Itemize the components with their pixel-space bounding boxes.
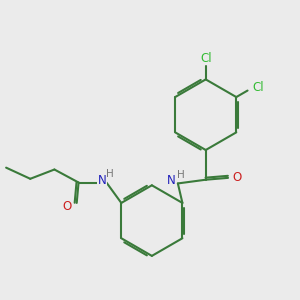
Text: O: O [233, 171, 242, 184]
Text: H: H [177, 170, 185, 180]
Text: H: H [106, 169, 114, 179]
Text: Cl: Cl [252, 81, 264, 94]
Text: N: N [167, 174, 176, 187]
Text: O: O [63, 200, 72, 213]
Text: N: N [98, 174, 106, 187]
Text: Cl: Cl [200, 52, 212, 65]
